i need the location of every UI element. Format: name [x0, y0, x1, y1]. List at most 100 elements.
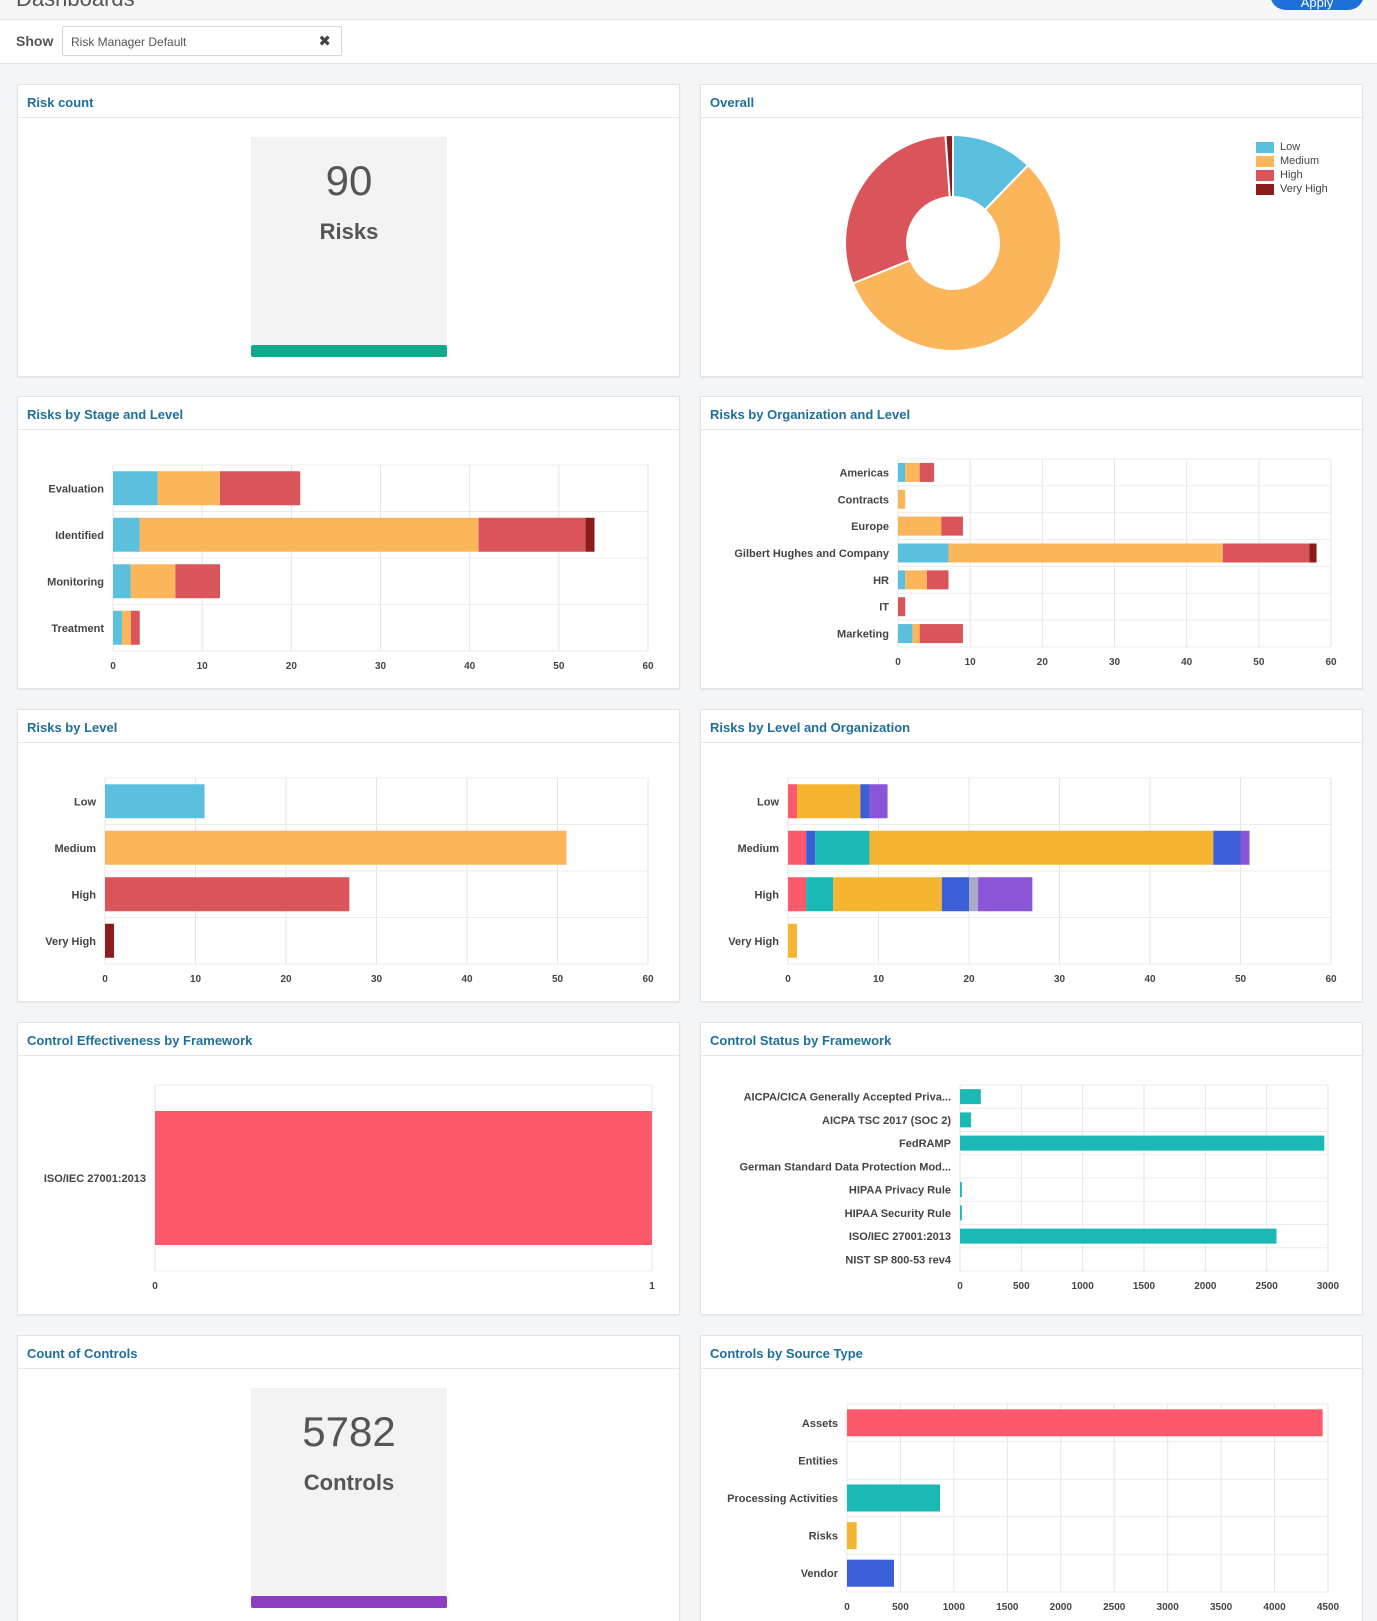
- risk-count-box: 90 Risks: [251, 137, 447, 357]
- x-tick-label: 60: [642, 661, 654, 672]
- y-category-label: HIPAA Security Rule: [845, 1208, 951, 1220]
- bar-segment: [912, 624, 920, 644]
- x-tick-label: 10: [965, 657, 977, 668]
- bar-segment: [113, 610, 122, 645]
- y-category-label: HIPAA Privacy Rule: [849, 1185, 951, 1197]
- stage-level-card: Risks by Stage and Level 0 10 20 30 40 50 60 Ev…: [17, 396, 680, 689]
- bar-segment: [157, 471, 220, 506]
- x-tick-label: 1500: [1133, 1281, 1156, 1292]
- dashboard-select[interactable]: Risk Manager Default ✖: [62, 26, 342, 56]
- x-tick-label: 40: [1181, 657, 1193, 668]
- y-category-label: Low: [757, 796, 779, 808]
- risk-count-card: Risk count 90 Risks: [17, 84, 680, 377]
- bar: [105, 923, 115, 958]
- page-title: Dashboards: [16, 0, 135, 12]
- x-tick-label: 0: [110, 661, 116, 672]
- bar: [105, 877, 350, 912]
- level-org-card: Risks by Level and Organization 0 10 20 30 4…: [700, 709, 1363, 1002]
- x-tick-label: 4500: [1317, 1602, 1340, 1613]
- x-tick-label: 50: [552, 974, 564, 985]
- y-category-label: HR: [873, 575, 889, 587]
- risk-count-accent-bar: [251, 345, 447, 357]
- clear-icon[interactable]: ✖: [318, 33, 331, 50]
- x-tick-label: 60: [1325, 974, 1337, 985]
- legend-swatch: [1256, 141, 1274, 153]
- y-category-label: NIST SP 800-53 rev4: [845, 1254, 951, 1266]
- bar-segment: [905, 462, 920, 482]
- legend-label: Medium: [1280, 155, 1320, 167]
- x-tick-label: 3500: [1210, 1602, 1233, 1613]
- bar: [960, 1135, 1325, 1151]
- pie-slice: [844, 134, 951, 285]
- y-category-label: Marketing: [837, 629, 889, 641]
- x-tick-label: 0: [895, 657, 901, 668]
- bar-segment: [585, 517, 595, 552]
- bar: [847, 1484, 940, 1512]
- bar-segment: [121, 610, 131, 645]
- x-tick-label: 50: [1235, 974, 1247, 985]
- bar: [960, 1182, 962, 1198]
- x-tick-label: 0: [152, 1281, 158, 1292]
- bar: [105, 830, 567, 865]
- legend-item[interactable]: Very High: [1256, 182, 1328, 196]
- bar-segment: [113, 517, 140, 552]
- risk-count-value: 90: [325, 157, 373, 204]
- y-category-label: Treatment: [51, 623, 104, 635]
- x-tick-label: 0: [102, 974, 108, 985]
- x-tick-label: 10: [197, 661, 209, 672]
- x-tick-label: 0: [785, 974, 791, 985]
- overall-donut-chart: [844, 133, 1062, 352]
- stage-level-chart: 0 10 20 30 40 50 60 Evaluation Identified Monitor…: [47, 464, 654, 672]
- by-level-chart: 0 10 20 30 40 50 60 Low Medium High Very High: [45, 777, 654, 985]
- y-category-label: Very High: [45, 936, 96, 948]
- bar-segment: [869, 784, 888, 819]
- legend-item[interactable]: High: [1256, 168, 1328, 182]
- y-category-label: FedRAMP: [899, 1138, 951, 1150]
- org-level-card: Risks by Organization and Level 0 10 20 30 4…: [700, 396, 1363, 689]
- bar: [847, 1409, 1323, 1437]
- bar: [960, 1089, 981, 1105]
- y-category-label: Risks: [809, 1531, 838, 1543]
- control-effectiveness-chart: 0 1 ISO/IEC 27001:2013: [44, 1084, 655, 1292]
- bar: [960, 1205, 962, 1221]
- card-title: Risks by Level and Organization: [701, 710, 1362, 743]
- bar-segment: [113, 471, 158, 506]
- bar-segment: [1309, 543, 1317, 563]
- x-tick-label: 60: [1325, 657, 1337, 668]
- bar-segment: [797, 784, 861, 819]
- overall-legend: Low Medium High Very High: [1256, 140, 1328, 196]
- legend-item[interactable]: Medium: [1256, 154, 1328, 168]
- y-category-label: Americas: [839, 467, 889, 479]
- x-tick-label: 0: [844, 1602, 850, 1613]
- risk-count-label: Risks: [319, 219, 379, 244]
- bar-segment: [969, 877, 979, 912]
- card-title: Risk count: [18, 85, 679, 118]
- legend-item[interactable]: Low: [1256, 140, 1328, 154]
- level-org-chart: 0 10 20 30 40 50 60 Low Medium High Very High: [728, 777, 1337, 985]
- x-tick-label: 20: [286, 661, 298, 672]
- x-tick-label: 20: [280, 974, 292, 985]
- bar-segment: [175, 564, 220, 599]
- x-tick-label: 3000: [1317, 1281, 1340, 1292]
- controls-count-accent-bar: [251, 1596, 447, 1608]
- x-tick-label: 30: [371, 974, 383, 985]
- x-tick-label: 10: [190, 974, 202, 985]
- y-category-label: High: [72, 889, 97, 901]
- y-category-label: Processing Activities: [727, 1493, 838, 1505]
- pie-slice: [851, 163, 1062, 352]
- y-category-label: Very High: [728, 936, 779, 948]
- bar-segment: [130, 564, 176, 599]
- bar: [960, 1112, 972, 1128]
- x-tick-label: 60: [642, 974, 654, 985]
- bar-segment: [860, 784, 870, 819]
- dashboard-select-value: Risk Manager Default: [71, 35, 187, 49]
- y-category-label: Gilbert Hughes and Company: [734, 548, 890, 560]
- x-tick-label: 40: [1144, 974, 1156, 985]
- x-tick-label: 40: [464, 661, 476, 672]
- apply-button[interactable]: Apply: [1270, 0, 1364, 10]
- source-type-card: Controls by Source Type 0 500 1000 1500 2000…: [700, 1335, 1363, 1621]
- y-category-label: ISO/IEC 27001:2013: [44, 1173, 146, 1185]
- bar-segment: [898, 543, 949, 563]
- y-category-label: Contracts: [838, 494, 889, 506]
- source-type-chart: 0 500 1000 1500 2000 2500 3000 3500 4000 4500 Asse…: [727, 1403, 1340, 1613]
